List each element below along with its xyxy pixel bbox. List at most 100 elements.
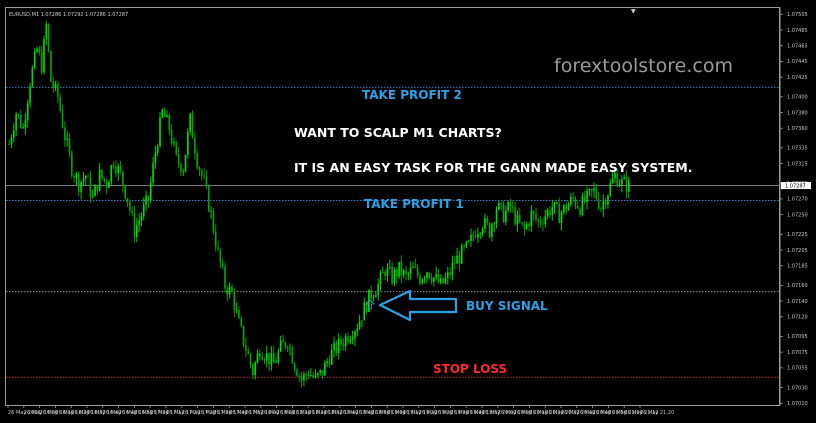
time-tick-label: 26 May 16:08 <box>24 410 58 416</box>
candle-body <box>451 262 454 275</box>
candle-body <box>166 115 168 118</box>
candle-body <box>618 184 621 187</box>
candle-body <box>393 269 396 284</box>
time-tick-label: 26 May 16:24 <box>55 410 89 416</box>
candle-body <box>539 221 542 224</box>
candle-body <box>386 267 389 277</box>
candle-body <box>77 173 80 192</box>
candle-body <box>563 204 565 213</box>
price-tick-label: 1.07335 <box>787 146 808 152</box>
candle-body <box>611 178 614 184</box>
svg-text:1.07287: 1.07287 <box>785 183 806 189</box>
candle-body <box>296 370 298 376</box>
candle-body <box>307 375 310 377</box>
candle-body <box>516 215 519 225</box>
time-tick-label: 26 May 16:56 <box>119 410 153 416</box>
candle-body <box>614 173 616 179</box>
candles-group <box>8 21 630 388</box>
stop-loss-label: STOP LOSS <box>433 362 507 376</box>
candle-body <box>370 289 373 298</box>
candle-body <box>604 201 607 205</box>
candle-body <box>291 347 294 364</box>
candle-body <box>502 203 505 223</box>
time-tick-label: 26 May 21:12 <box>624 410 658 416</box>
candle-body <box>535 213 537 220</box>
collapse-icon[interactable]: ▼ <box>631 8 636 15</box>
candle-body <box>170 130 173 144</box>
candle-body <box>263 359 266 361</box>
time-tick-label: 26 May 20:24 <box>529 410 563 416</box>
candle-body <box>560 212 563 224</box>
candle-body <box>365 302 368 313</box>
candle-body <box>402 270 405 276</box>
candle-body <box>43 39 45 73</box>
candle-body <box>433 277 435 282</box>
candle-body <box>87 175 89 177</box>
candle-body <box>71 152 73 176</box>
candle-body <box>553 201 556 208</box>
candle-body <box>207 185 210 212</box>
price-tick-label: 1.07485 <box>787 28 808 34</box>
candle-body <box>546 209 549 217</box>
price-tick-label: 1.07120 <box>787 315 808 321</box>
candle-body <box>314 374 317 378</box>
candle-body <box>581 196 584 215</box>
candle-body <box>300 375 303 381</box>
time-tick-label: 26 May 17:28 <box>182 410 216 416</box>
candle-body <box>214 231 217 247</box>
candle-body <box>537 219 540 222</box>
candle-body <box>305 374 308 376</box>
candle-body <box>375 295 377 298</box>
candle-body <box>356 329 359 332</box>
candle-body <box>245 344 247 351</box>
candle-body <box>525 223 528 229</box>
candle-body <box>154 152 157 164</box>
candle-body <box>319 369 321 374</box>
candle-body <box>530 211 533 227</box>
candle-body <box>175 142 178 154</box>
candle-body <box>379 272 382 285</box>
candle-body <box>110 165 113 182</box>
candle-body <box>163 109 166 118</box>
candle-body <box>449 272 451 275</box>
candle-body <box>628 179 630 192</box>
candle-body <box>196 152 198 168</box>
time-tick-label: 26 May 16:32 <box>71 410 105 416</box>
candle-body <box>231 286 233 292</box>
candle-body <box>507 202 509 211</box>
candle-body <box>590 189 593 191</box>
candle-body <box>259 353 261 357</box>
candle-body <box>272 352 275 363</box>
candle-body <box>261 356 263 360</box>
candle-body <box>240 318 243 326</box>
buy-signal-label: BUY SIGNAL <box>466 299 548 313</box>
candle-body <box>423 278 426 280</box>
candle-body <box>363 302 366 321</box>
time-tick-label: 26 May 18:08 <box>261 410 295 416</box>
price-tick-label: 1.07055 <box>787 366 808 372</box>
candle-body <box>212 210 215 232</box>
candle-body <box>558 203 561 224</box>
candle-body <box>191 113 194 139</box>
candle-body <box>228 286 231 295</box>
candle-body <box>556 201 558 204</box>
price-tick-label: 1.07465 <box>787 44 808 50</box>
candle-body <box>579 208 581 215</box>
candle-body <box>500 202 503 204</box>
candle-body <box>595 187 598 199</box>
time-tick-label: 26 May 19:44 <box>450 410 484 416</box>
time-tick-label: 26 May 21:20 <box>640 410 674 416</box>
candle-body <box>342 344 345 347</box>
time-tick-label: 26 May 20:00 <box>482 410 516 416</box>
price-tick-label: 1.07030 <box>787 385 808 391</box>
candle-body <box>129 202 131 211</box>
candle-body <box>94 185 96 197</box>
candle-body <box>623 177 626 180</box>
time-tick-label: 26 May 20:16 <box>514 410 548 416</box>
candle-body <box>486 218 489 224</box>
price-tick-label: 1.07095 <box>787 334 808 340</box>
candle-body <box>68 138 71 153</box>
candle-body <box>481 229 484 234</box>
candle-body <box>96 185 99 191</box>
